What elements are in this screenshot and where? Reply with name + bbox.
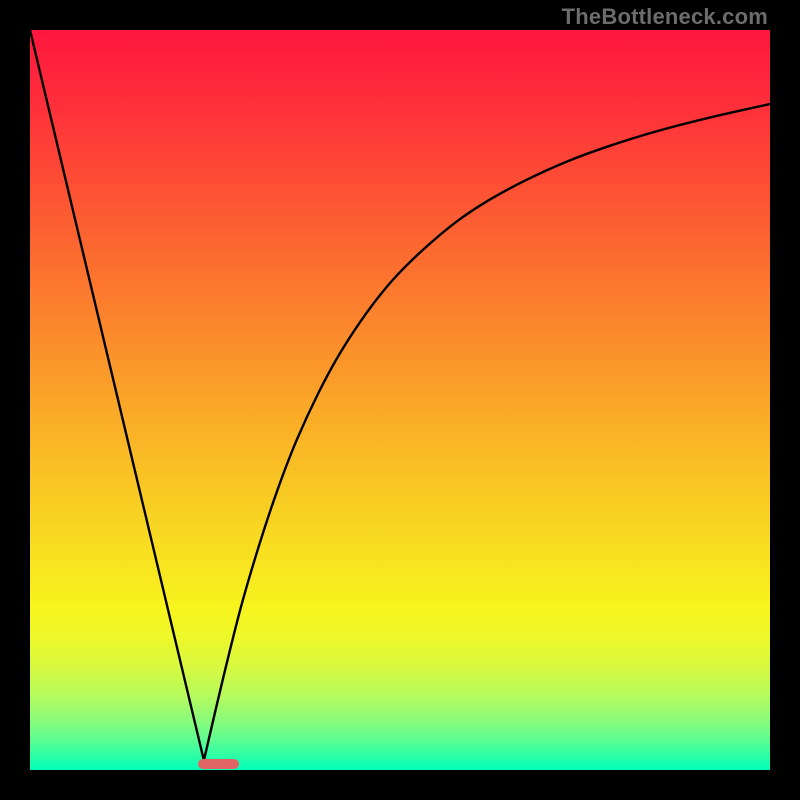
left-line <box>30 30 204 760</box>
min-marker <box>198 759 239 769</box>
plot-area <box>30 30 770 770</box>
watermark-text: TheBottleneck.com <box>562 4 768 30</box>
chart-frame: TheBottleneck.com <box>0 0 800 800</box>
curve-layer <box>30 30 770 770</box>
right-curve <box>204 104 770 760</box>
